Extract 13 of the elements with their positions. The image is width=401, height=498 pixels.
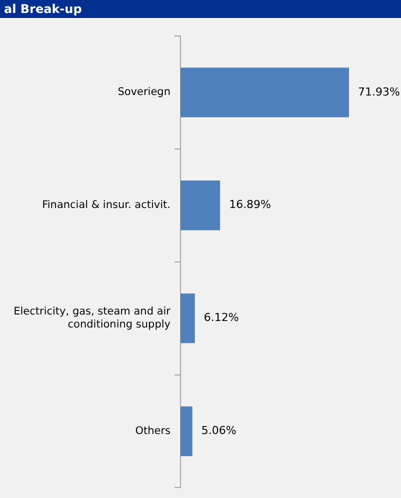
y-tick-label: Others <box>135 424 170 437</box>
y-tick-label: Soveriegn <box>118 86 170 98</box>
data-label: 5.06% <box>201 424 236 438</box>
bar <box>180 293 195 344</box>
bar <box>180 180 220 230</box>
bar <box>180 406 192 456</box>
y-tick-label: Electricity, gas, steam and air conditioning supply <box>14 306 172 330</box>
bar <box>180 68 349 118</box>
data-label: 16.89% <box>229 198 272 212</box>
data-label: 71.93% <box>358 85 400 98</box>
y-tick-label: Financial & insur. activit. <box>42 199 170 212</box>
text: al Break-up <box>0 0 401 18</box>
data-label: 6.12% <box>204 311 239 324</box>
